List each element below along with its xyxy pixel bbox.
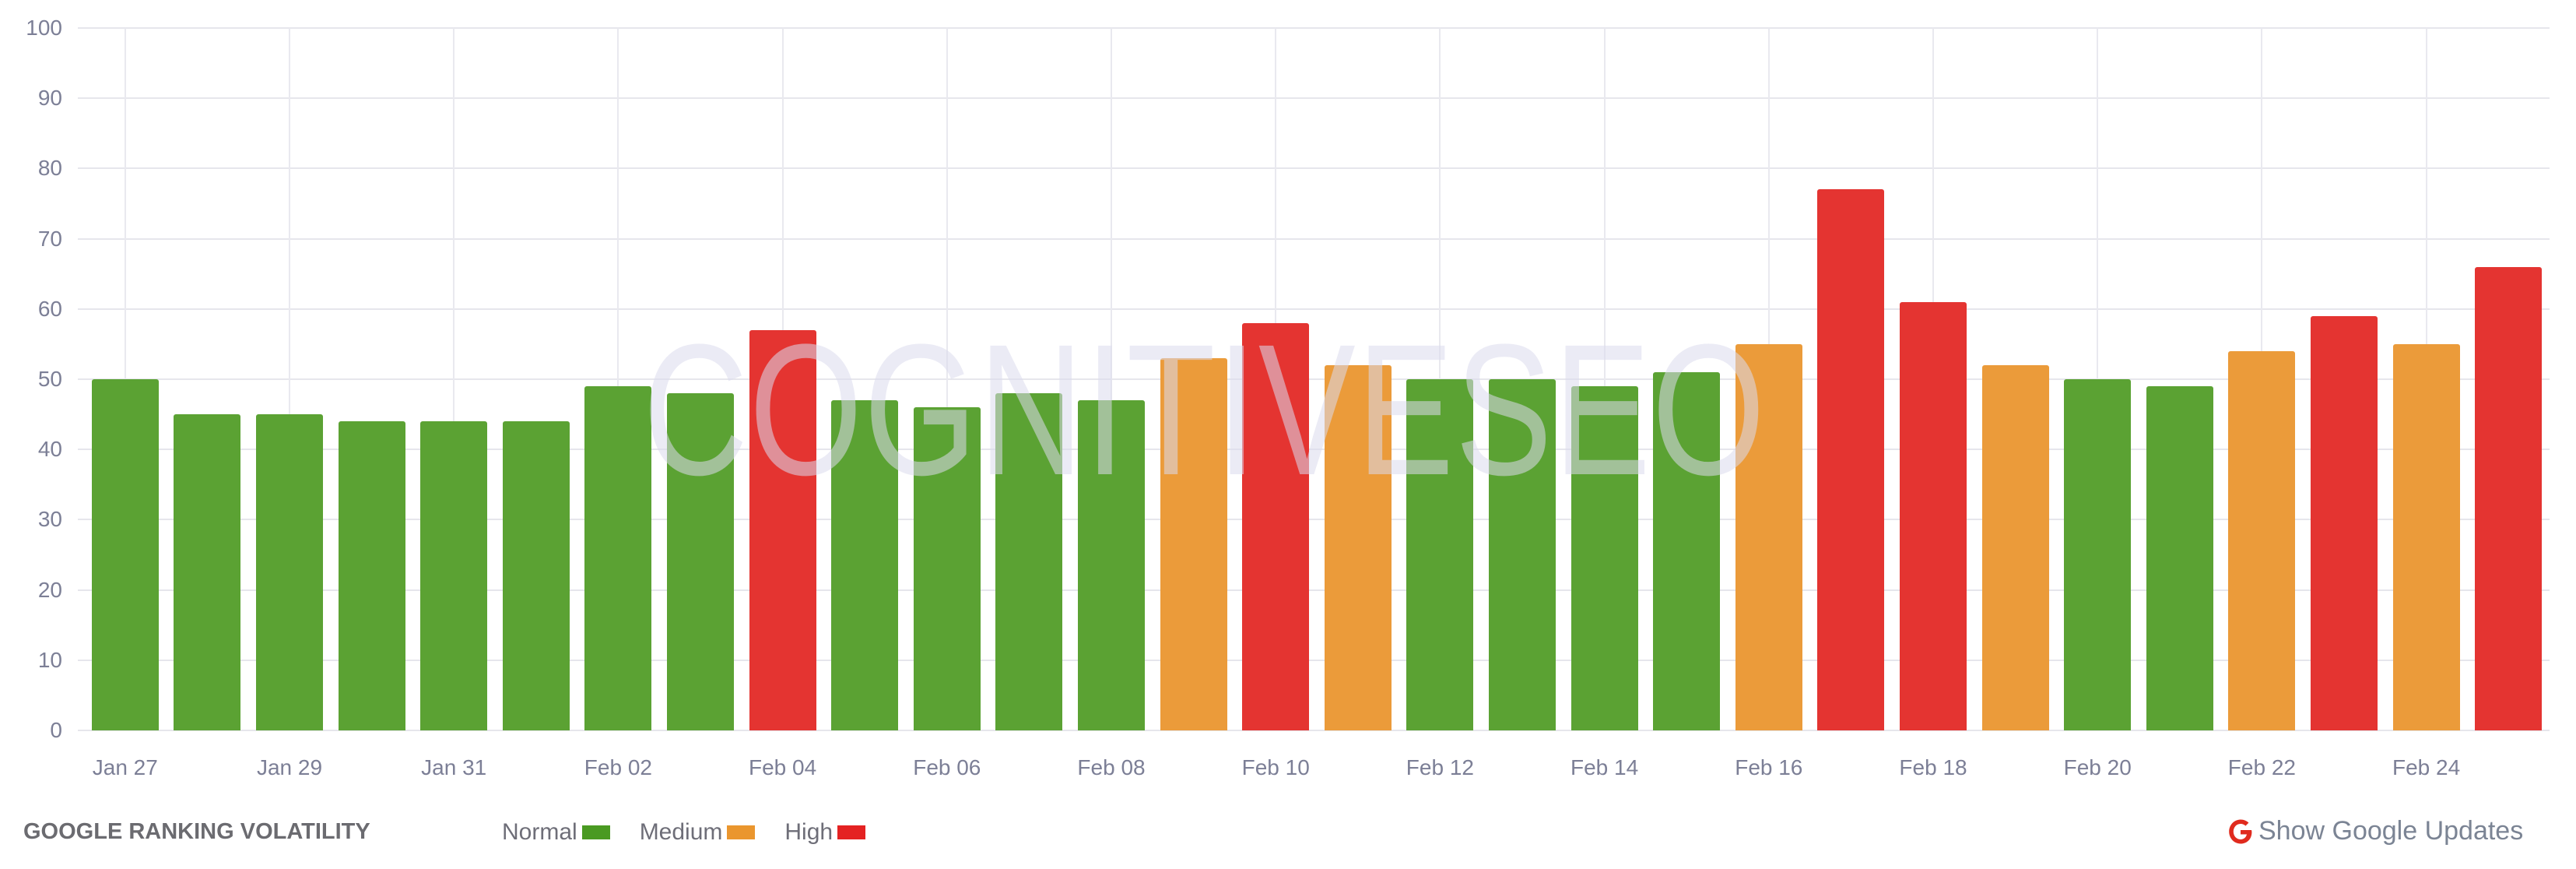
bar-medium[interactable] (1324, 364, 1392, 730)
gridline-vertical (289, 28, 290, 730)
y-tick-label: 70 (37, 226, 62, 251)
bar-normal[interactable] (584, 386, 652, 730)
x-tick-label: Feb 10 (1241, 755, 1310, 779)
bar-normal[interactable] (1653, 371, 1721, 730)
x-tick-label: Feb 04 (749, 755, 817, 779)
gridline-vertical (617, 28, 619, 730)
y-tick-label: 50 (37, 367, 62, 391)
bar-normal[interactable] (913, 407, 981, 730)
gridline-vertical (1111, 28, 1112, 730)
bar-normal[interactable] (255, 414, 324, 730)
x-tick-label: Jan 29 (256, 755, 323, 779)
gridline-horizontal (78, 659, 2550, 661)
show-google-updates-button[interactable]: Show Google Updates (2227, 816, 2523, 846)
bar-normal[interactable] (2146, 386, 2213, 730)
y-tick-label: 0 (50, 718, 62, 742)
x-tick-label: Feb 02 (584, 755, 652, 779)
bar-normal[interactable] (502, 421, 570, 730)
gridline-horizontal (78, 237, 2550, 240)
bar-medium[interactable] (2392, 343, 2460, 730)
legend: Normal Medium High (502, 819, 895, 846)
bar-normal[interactable] (174, 414, 241, 730)
gridline-horizontal (78, 730, 2550, 731)
x-tick-label: Feb 08 (1077, 755, 1146, 779)
y-tick-label: 30 (37, 507, 62, 532)
gridline-horizontal (78, 97, 2550, 100)
legend-label: Normal (502, 819, 577, 845)
google-updates-label: Show Google Updates (2258, 816, 2524, 846)
legend-swatch-high (837, 825, 866, 839)
y-tick-label: 20 (37, 577, 62, 602)
x-tick-label: Feb 18 (1899, 755, 1967, 779)
bar-medium[interactable] (1160, 357, 1227, 730)
legend-label: High (784, 819, 834, 845)
bar-high[interactable] (749, 329, 816, 730)
bar-normal[interactable] (338, 421, 405, 730)
x-tick-label: Jan 27 (92, 755, 158, 779)
gridline-vertical (1603, 28, 1606, 730)
legend-item-medium[interactable]: Medium (640, 819, 756, 846)
y-tick-label: 10 (37, 647, 62, 672)
bar-normal[interactable] (91, 379, 159, 730)
bar-normal[interactable] (420, 421, 488, 730)
bar-medium[interactable] (1735, 343, 1802, 730)
gridline-vertical (453, 28, 455, 730)
bar-medium[interactable] (1981, 364, 2049, 730)
bar-normal[interactable] (666, 393, 735, 730)
legend-item-normal[interactable]: Normal (502, 819, 610, 846)
y-tick-label: 80 (37, 156, 62, 181)
x-tick-label: Feb 14 (1571, 755, 1639, 779)
legend-label: Medium (639, 819, 723, 845)
x-tick-label: Feb 12 (1406, 755, 1474, 779)
bar-high[interactable] (1242, 322, 1310, 730)
gridline-horizontal (78, 167, 2550, 170)
bar-normal[interactable] (1077, 400, 1146, 730)
gridline-vertical (946, 28, 948, 730)
chart-title: GOOGLE RANKING VOLATILITY (23, 819, 370, 844)
bar-high[interactable] (2310, 315, 2378, 730)
gridline-horizontal (78, 308, 2550, 310)
legend-swatch-medium (727, 825, 756, 839)
bar-high[interactable] (2475, 266, 2543, 730)
gridline-horizontal (78, 589, 2550, 591)
x-tick-label: Feb 16 (1735, 755, 1803, 779)
bar-normal[interactable] (831, 400, 899, 730)
bar-normal[interactable] (1406, 379, 1474, 730)
google-g-icon (2229, 819, 2252, 843)
x-tick-label: Feb 06 (913, 755, 981, 779)
gridline-horizontal (78, 449, 2550, 451)
bar-high[interactable] (1817, 189, 1885, 730)
bar-normal[interactable] (2064, 379, 2132, 730)
x-tick-label: Jan 31 (421, 755, 487, 779)
x-tick-label: Feb 22 (2227, 755, 2296, 779)
x-tick-label: Feb 24 (2392, 755, 2461, 779)
bar-normal[interactable] (1488, 379, 1556, 730)
gridline-horizontal (78, 27, 2550, 29)
gridline-horizontal (78, 519, 2550, 521)
bar-high[interactable] (1899, 301, 1967, 730)
x-tick-label: Feb 20 (2063, 755, 2132, 779)
legend-item-high[interactable]: High (784, 819, 866, 846)
gridline-horizontal (78, 378, 2550, 380)
bar-normal[interactable] (995, 393, 1063, 730)
bar-medium[interactable] (2228, 350, 2296, 730)
y-tick-label: 90 (37, 86, 62, 111)
legend-swatch-normal (581, 825, 610, 839)
bar-normal[interactable] (1571, 386, 1638, 730)
y-tick-label: 60 (37, 296, 62, 321)
y-tick-label: 100 (26, 16, 62, 40)
y-tick-label: 40 (37, 437, 62, 462)
